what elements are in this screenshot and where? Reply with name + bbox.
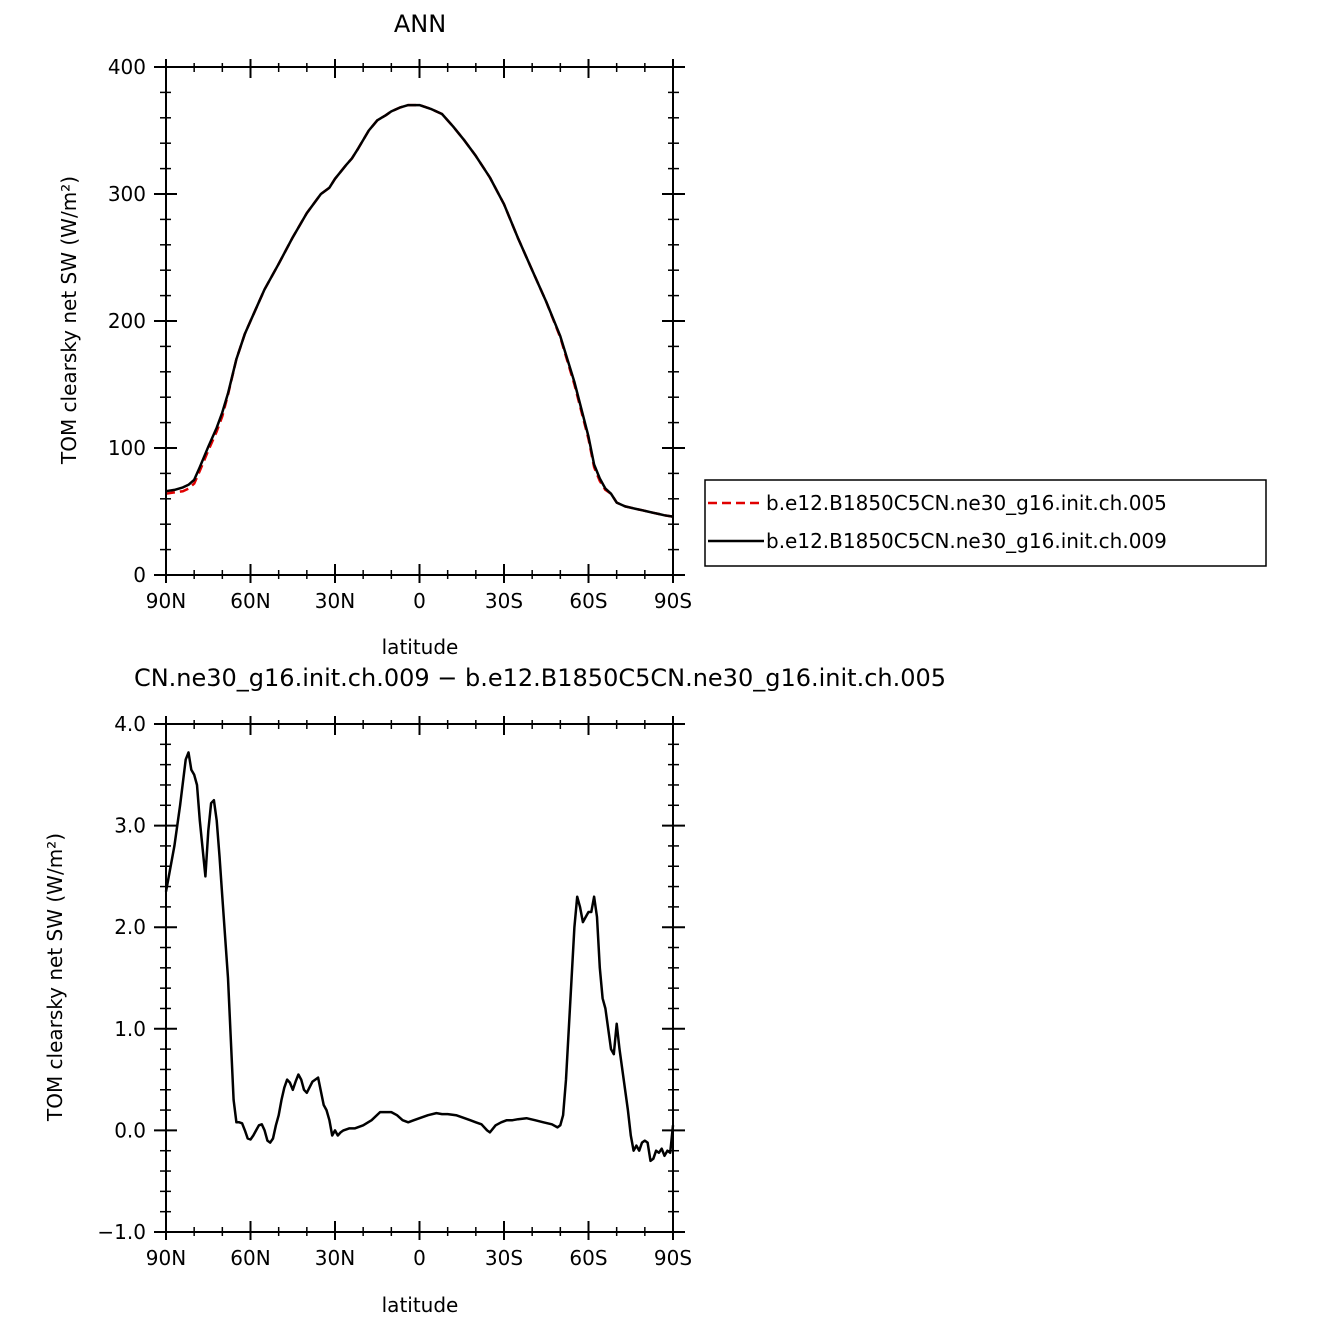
legend-label-series-005: b.e12.B1850C5CN.ne30_g16.init.ch.005 — [766, 491, 1167, 515]
top-x-tick-label: 60S — [569, 589, 607, 613]
top-plot-frame — [165, 66, 674, 576]
bottom-series-lines — [164, 751, 675, 1163]
bottom-y-tick-label: 0.0 — [114, 1118, 146, 1142]
top-y-axis-label: TOM clearsky net SW (W/m²) — [57, 176, 81, 465]
bottom-chart-title: CN.ne30_g16.init.ch.009 − b.e12.B1850C5C… — [134, 664, 946, 692]
bottom-x-tick-label: 90S — [654, 1246, 692, 1270]
legend-box — [704, 479, 1267, 567]
panel-top-chart: ANN 90N 60N 30N 0 30S 60S 90S 0 100 200 300 400 lat… — [57, 10, 1267, 659]
bottom-x-tick-label: 30N — [315, 1246, 355, 1270]
top-x-tick-label: 30N — [315, 589, 355, 613]
top-x-tick-label: 60N — [230, 589, 270, 613]
bottom-y-tick-label: 2.0 — [114, 915, 146, 939]
bottom-plot-frame — [165, 723, 674, 1233]
top-y-tick-label: 400 — [108, 55, 146, 79]
top-x-tick-label: 90N — [146, 589, 186, 613]
bottom-y-tick-label: 4.0 — [114, 712, 146, 736]
top-axes: 90N 60N 30N 0 30S 60S 90S 0 100 200 300 400 — [108, 55, 692, 613]
bottom-x-axis-label: latitude — [382, 1293, 459, 1317]
top-y-tick-label: 300 — [108, 182, 146, 206]
bottom-y-tick-label: 1.0 — [114, 1017, 146, 1041]
bottom-x-tick-label: 90N — [146, 1246, 186, 1270]
top-x-axis-label: latitude — [382, 635, 459, 659]
legend-label-series-009: b.e12.B1850C5CN.ne30_g16.init.ch.009 — [766, 529, 1167, 553]
bottom-x-tick-label: 30S — [485, 1246, 523, 1270]
bottom-axes: 90N 60N 30N 0 30S 60S 90S −1.0 0.0 1.0 2.0 3.0 4.0 — [97, 712, 692, 1270]
panel-bottom-chart: CN.ne30_g16.init.ch.009 − b.e12.B1850C5C… — [43, 664, 946, 1317]
top-series-line-0 — [165, 103, 674, 518]
bottom-x-tick-label: 60S — [569, 1246, 607, 1270]
top-series-line-1 — [165, 103, 674, 518]
top-y-tick-label: 0 — [133, 563, 146, 587]
bottom-y-axis-label: TOM clearsky net SW (W/m²) — [43, 833, 67, 1122]
bottom-x-tick-label: 60N — [230, 1246, 270, 1270]
bottom-x-tick-label: 0 — [413, 1246, 426, 1270]
top-chart-title: ANN — [394, 10, 446, 38]
top-x-tick-label: 0 — [413, 589, 426, 613]
bottom-series-line-0 — [164, 751, 675, 1163]
top-series-lines — [165, 103, 674, 518]
top-x-tick-label: 90S — [654, 589, 692, 613]
bottom-y-tick-label: −1.0 — [97, 1220, 146, 1244]
bottom-y-tick-label: 3.0 — [114, 814, 146, 838]
legend: b.e12.B1850C5CN.ne30_g16.init.ch.005 b.e… — [704, 479, 1267, 567]
top-x-tick-label: 30S — [485, 589, 523, 613]
top-y-tick-label: 100 — [108, 436, 146, 460]
top-y-tick-label: 200 — [108, 309, 146, 333]
